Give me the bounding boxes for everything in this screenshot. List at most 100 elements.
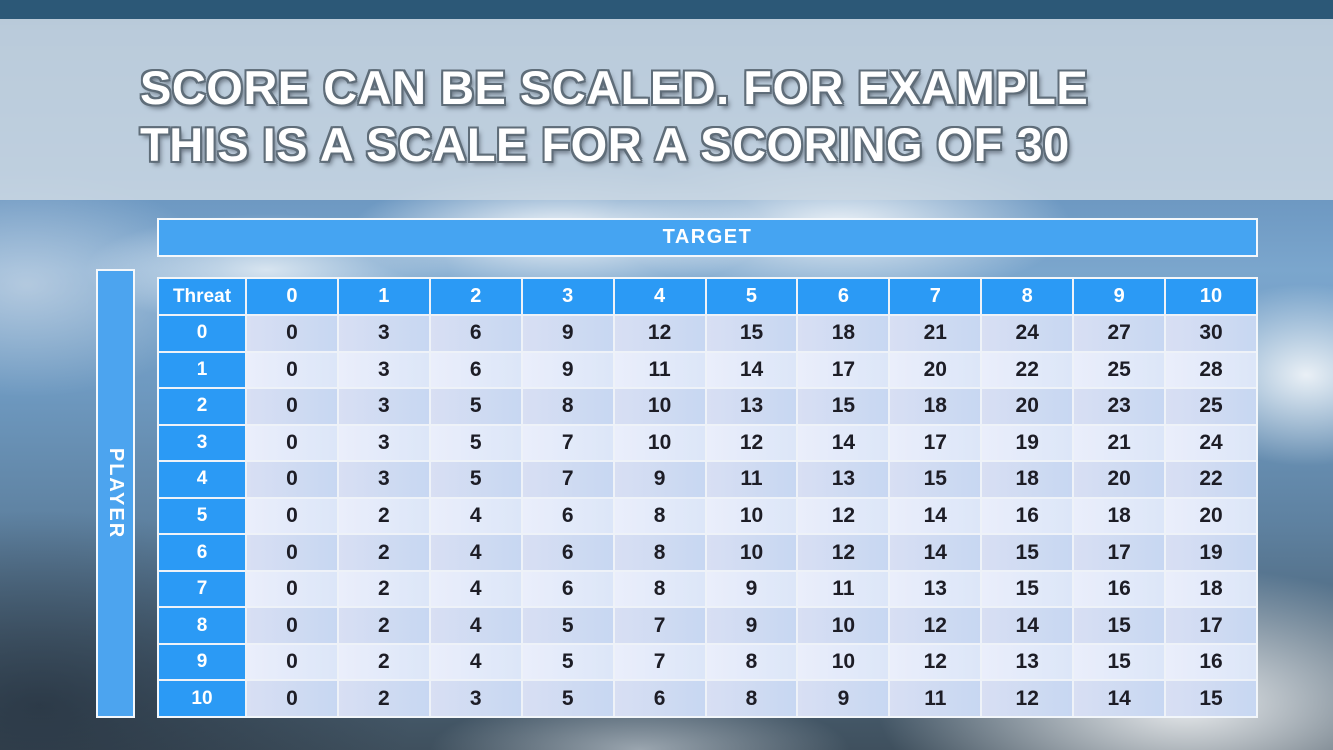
score-cell-10-0: 0 bbox=[247, 681, 337, 716]
score-cell-2-6: 15 bbox=[798, 389, 889, 424]
score-cell-5-0: 0 bbox=[247, 498, 337, 534]
score-cell-5-3: 6 bbox=[522, 498, 613, 534]
score-cell-9-9: 15 bbox=[1074, 644, 1165, 680]
score-cell-9-3: 5 bbox=[522, 644, 613, 680]
score-cell-3-3: 7 bbox=[522, 425, 613, 461]
row-header-10: 10 bbox=[159, 681, 245, 716]
score-cell-6-10: 19 bbox=[1166, 535, 1256, 570]
score-cell-2-2: 5 bbox=[430, 389, 521, 424]
column-header-10: 10 bbox=[1166, 279, 1256, 314]
score-cell-1-0: 0 bbox=[247, 352, 337, 388]
score-cell-10-6: 9 bbox=[798, 681, 889, 716]
score-cell-0-9: 27 bbox=[1074, 316, 1165, 351]
row-header-6: 6 bbox=[159, 535, 245, 570]
slide-title: SCORE CAN BE SCALED. FOR EXAMPLE THIS IS… bbox=[140, 59, 1088, 173]
score-cell-5-8: 16 bbox=[982, 498, 1073, 534]
score-cell-0-10: 30 bbox=[1166, 316, 1256, 351]
score-cell-4-10: 22 bbox=[1166, 462, 1256, 497]
score-cell-8-6: 10 bbox=[798, 608, 889, 643]
score-cell-3-4: 10 bbox=[614, 425, 705, 461]
score-cell-9-1: 2 bbox=[338, 644, 429, 680]
score-cell-7-0: 0 bbox=[247, 571, 337, 607]
column-header-5: 5 bbox=[706, 279, 797, 314]
score-cell-8-9: 15 bbox=[1074, 608, 1165, 643]
score-cell-1-2: 6 bbox=[430, 352, 521, 388]
score-cell-10-2: 3 bbox=[430, 681, 521, 716]
column-header-1: 1 bbox=[338, 279, 429, 314]
score-cell-5-5: 10 bbox=[706, 498, 797, 534]
row-header-3: 3 bbox=[159, 425, 245, 461]
score-cell-10-7: 11 bbox=[890, 681, 981, 716]
score-cell-0-0: 0 bbox=[247, 316, 337, 351]
score-cell-1-4: 11 bbox=[614, 352, 705, 388]
score-cell-7-10: 18 bbox=[1166, 571, 1256, 607]
score-cell-7-3: 6 bbox=[522, 571, 613, 607]
row-header-7: 7 bbox=[159, 571, 245, 607]
score-cell-0-2: 6 bbox=[430, 316, 521, 351]
score-cell-7-2: 4 bbox=[430, 571, 521, 607]
score-cell-9-2: 4 bbox=[430, 644, 521, 680]
score-cell-7-7: 13 bbox=[890, 571, 981, 607]
score-cell-2-8: 20 bbox=[982, 389, 1073, 424]
score-cell-1-6: 17 bbox=[798, 352, 889, 388]
score-cell-0-8: 24 bbox=[982, 316, 1073, 351]
row-header-5: 5 bbox=[159, 498, 245, 534]
row-header-0: 0 bbox=[159, 316, 245, 351]
score-cell-2-1: 3 bbox=[338, 389, 429, 424]
score-cell-8-2: 4 bbox=[430, 608, 521, 643]
score-cell-8-3: 5 bbox=[522, 608, 613, 643]
score-cell-5-1: 2 bbox=[338, 498, 429, 534]
score-cell-4-0: 0 bbox=[247, 462, 337, 497]
score-cell-9-5: 8 bbox=[706, 644, 797, 680]
score-cell-7-6: 11 bbox=[798, 571, 889, 607]
score-cell-3-9: 21 bbox=[1074, 425, 1165, 461]
player-axis-label: PLAYER bbox=[96, 269, 135, 718]
score-cell-9-0: 0 bbox=[247, 644, 337, 680]
row-header-2: 2 bbox=[159, 389, 245, 424]
target-axis-label: TARGET bbox=[157, 218, 1258, 257]
score-cell-1-5: 14 bbox=[706, 352, 797, 388]
score-cell-9-4: 7 bbox=[614, 644, 705, 680]
score-cell-10-9: 14 bbox=[1074, 681, 1165, 716]
column-header-2: 2 bbox=[430, 279, 521, 314]
row-header-4: 4 bbox=[159, 462, 245, 497]
score-cell-10-3: 5 bbox=[522, 681, 613, 716]
score-cell-4-3: 7 bbox=[522, 462, 613, 497]
row-header-9: 9 bbox=[159, 644, 245, 680]
score-cell-0-1: 3 bbox=[338, 316, 429, 351]
row-header-1: 1 bbox=[159, 352, 245, 388]
slide-title-line2: THIS IS A SCALE FOR A SCORING OF 30 bbox=[140, 118, 1070, 171]
score-cell-0-7: 21 bbox=[890, 316, 981, 351]
column-header-0: 0 bbox=[247, 279, 337, 314]
score-cell-2-9: 23 bbox=[1074, 389, 1165, 424]
score-cell-5-4: 8 bbox=[614, 498, 705, 534]
score-cell-1-10: 28 bbox=[1166, 352, 1256, 388]
score-cell-5-6: 12 bbox=[798, 498, 889, 534]
score-cell-4-8: 18 bbox=[982, 462, 1073, 497]
score-table: Threat 0 1 2 3 4 5 6 7 8 9 10 0 0 3 6 9 12 15 18 21 24 27 30 1 0 3… bbox=[157, 277, 1258, 718]
score-cell-9-8: 13 bbox=[982, 644, 1073, 680]
score-cell-7-5: 9 bbox=[706, 571, 797, 607]
score-cell-3-0: 0 bbox=[247, 425, 337, 461]
column-header-3: 3 bbox=[522, 279, 613, 314]
top-accent-strip bbox=[0, 0, 1333, 19]
score-cell-3-5: 12 bbox=[706, 425, 797, 461]
score-cell-8-5: 9 bbox=[706, 608, 797, 643]
score-cell-10-5: 8 bbox=[706, 681, 797, 716]
target-label-text: TARGET bbox=[662, 226, 753, 248]
score-cell-8-4: 7 bbox=[614, 608, 705, 643]
score-cell-6-7: 14 bbox=[890, 535, 981, 570]
column-header-8: 8 bbox=[982, 279, 1073, 314]
score-cell-0-3: 9 bbox=[522, 316, 613, 351]
score-cell-7-8: 15 bbox=[982, 571, 1073, 607]
score-cell-2-7: 18 bbox=[890, 389, 981, 424]
score-cell-5-10: 20 bbox=[1166, 498, 1256, 534]
score-cell-2-5: 13 bbox=[706, 389, 797, 424]
score-cell-1-9: 25 bbox=[1074, 352, 1165, 388]
score-cell-0-5: 15 bbox=[706, 316, 797, 351]
score-cell-4-7: 15 bbox=[890, 462, 981, 497]
score-cell-2-10: 25 bbox=[1166, 389, 1256, 424]
score-cell-6-5: 10 bbox=[706, 535, 797, 570]
score-cell-6-9: 17 bbox=[1074, 535, 1165, 570]
